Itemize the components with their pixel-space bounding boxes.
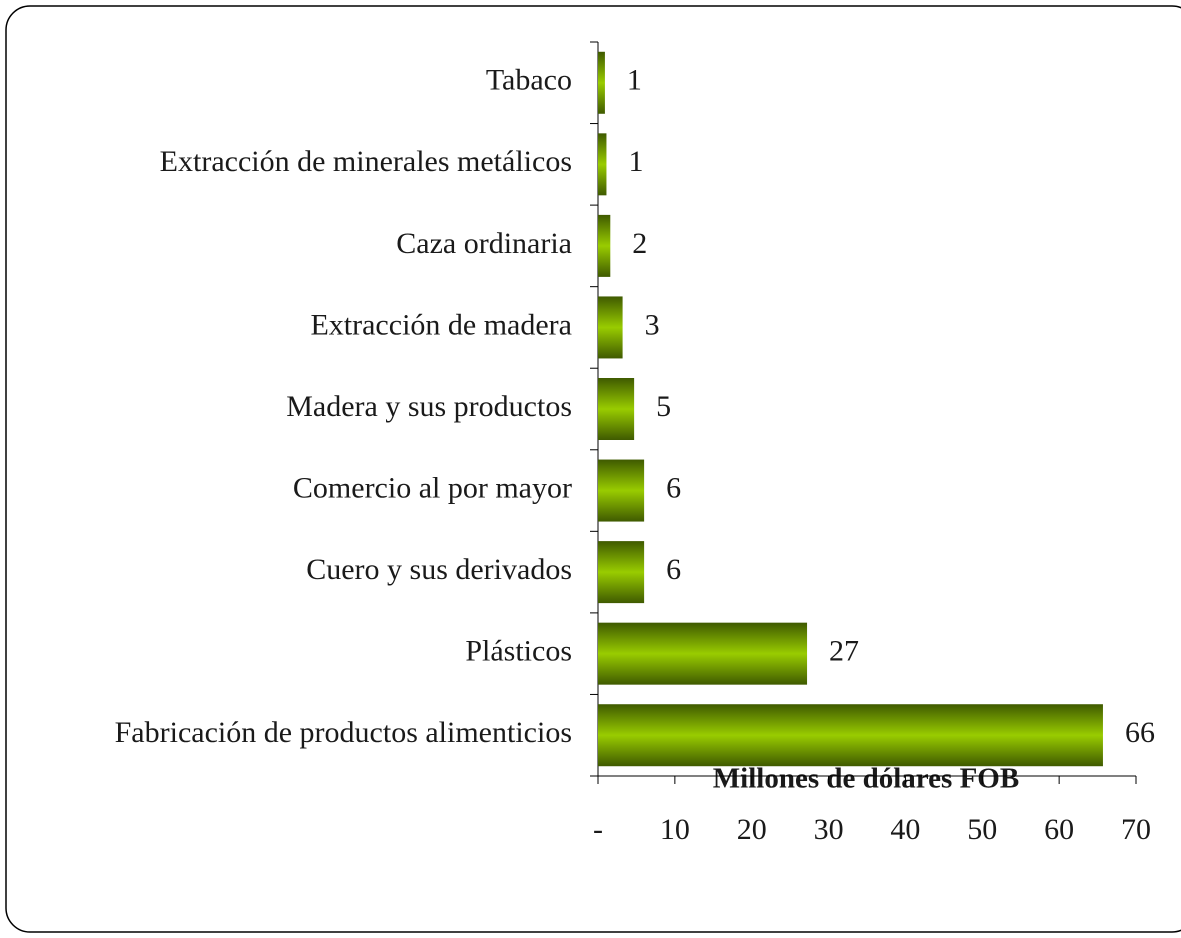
data-label: 1 (628, 145, 643, 178)
y-tick-label: Plásticos (465, 635, 572, 668)
bar (598, 296, 623, 359)
bar (598, 378, 635, 440)
bar (598, 214, 611, 277)
data-label: 27 (829, 635, 859, 668)
bar (598, 704, 1103, 767)
data-label: 5 (656, 390, 671, 423)
y-tick-label: Caza ordinaria (396, 227, 572, 260)
y-tick-label: Tabaco (486, 64, 572, 97)
x-tick-label: 70 (1121, 813, 1151, 846)
x-tick-label: - (593, 813, 603, 846)
y-tick-label: Comercio al por mayor (293, 471, 572, 504)
frame (5, 5, 1181, 933)
x-axis-title: Millones de dólares FOB (713, 763, 1019, 795)
bar (598, 51, 605, 114)
bar (598, 459, 645, 522)
data-label: 6 (666, 553, 681, 586)
x-tick-label: 10 (660, 813, 690, 846)
y-tick-label: Extracción de minerales metálicos (160, 145, 572, 178)
y-tick-label: Extracción de madera (310, 308, 572, 341)
y-tick-label: Madera y sus productos (286, 390, 572, 423)
data-label: 6 (666, 471, 681, 504)
x-tick-label: 30 (814, 813, 844, 846)
bar (598, 133, 607, 196)
x-tick-label: 50 (967, 813, 997, 846)
x-tick-label: 40 (890, 813, 920, 846)
data-label: 2 (632, 227, 647, 260)
data-label: 66 (1125, 716, 1155, 749)
x-tick-label: 20 (737, 813, 767, 846)
data-label: 1 (627, 64, 642, 97)
data-label: 3 (645, 308, 660, 341)
x-tick-label: 60 (1044, 813, 1074, 846)
bar (598, 541, 645, 604)
y-tick-label: Cuero y sus derivados (306, 553, 572, 586)
bar (598, 622, 808, 685)
y-tick-label: Fabricación de productos alimenticios (115, 716, 572, 749)
